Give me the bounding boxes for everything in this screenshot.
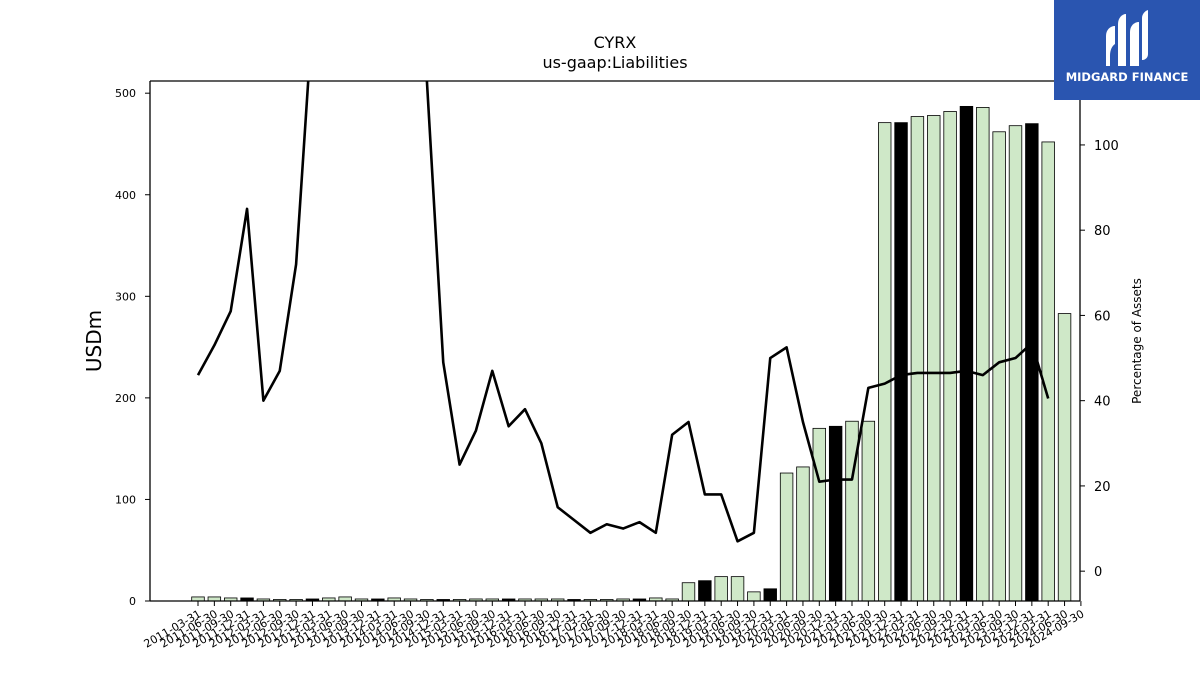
brand-logo: MIDGARD FINANCE bbox=[1054, 0, 1200, 100]
y-tick-label: 100 bbox=[115, 493, 136, 506]
y-tick-label: 400 bbox=[115, 189, 136, 202]
bar-2023-03-31 bbox=[976, 107, 990, 602]
bar-2020-12-31 bbox=[828, 425, 843, 602]
y2-axis-label: Percentage of Assets bbox=[1130, 278, 1144, 404]
bar-2023-09-30 bbox=[1008, 125, 1023, 602]
y-tick-label: 200 bbox=[115, 392, 136, 405]
bar-2018-12-31 bbox=[698, 580, 712, 602]
y-tick-label: 0 bbox=[129, 595, 136, 608]
bar-2024-06-30 bbox=[1057, 313, 1072, 602]
y2-tick-label: 20 bbox=[1094, 480, 1111, 495]
chart-subtitle: us-gaap:Liabilities bbox=[542, 53, 687, 72]
logo-text: MIDGARD FINANCE bbox=[1066, 70, 1189, 84]
bar-2018-09-30 bbox=[681, 582, 696, 602]
line-group bbox=[196, 81, 1050, 543]
bar-2022-03-31 bbox=[910, 116, 925, 602]
bar-2022-09-30 bbox=[943, 111, 957, 602]
bars-group bbox=[191, 105, 1072, 602]
bar-2022-06-30 bbox=[927, 115, 941, 602]
bar-2019-12-31 bbox=[763, 588, 777, 602]
y2-tick-label: 40 bbox=[1094, 395, 1111, 410]
y2-tick-label: 60 bbox=[1094, 309, 1111, 324]
logo-mark-icon: MIDGARD FINANCE bbox=[1066, 10, 1189, 84]
y2-tick-label: 80 bbox=[1094, 224, 1111, 239]
y-axis-label: USDm bbox=[82, 310, 106, 372]
y-tick-label: 300 bbox=[115, 290, 136, 303]
y2-tick-label: 100 bbox=[1094, 139, 1119, 154]
bar-2020-03-31 bbox=[779, 472, 794, 602]
bar-2019-06-30 bbox=[730, 576, 745, 602]
bar-2019-03-31 bbox=[714, 576, 728, 602]
bar-2022-12-31 bbox=[959, 105, 974, 602]
bar-2024-03-31 bbox=[1041, 141, 1055, 602]
bar-2020-09-30 bbox=[812, 427, 827, 602]
bar-2020-06-30 bbox=[796, 466, 810, 602]
bar-2021-09-30 bbox=[878, 122, 892, 602]
bar-2021-06-30 bbox=[861, 420, 876, 602]
percentage-of-assets-line bbox=[196, 81, 1050, 543]
bar-2021-12-31 bbox=[894, 122, 908, 602]
y-tick-label: 500 bbox=[115, 87, 136, 100]
chart-title: CYRX bbox=[594, 33, 637, 52]
axes-group: 01002003004005000204060801002011-03-3120… bbox=[115, 80, 1119, 651]
bar-2019-09-30 bbox=[747, 591, 761, 602]
y2-tick-label: 0 bbox=[1094, 565, 1102, 580]
